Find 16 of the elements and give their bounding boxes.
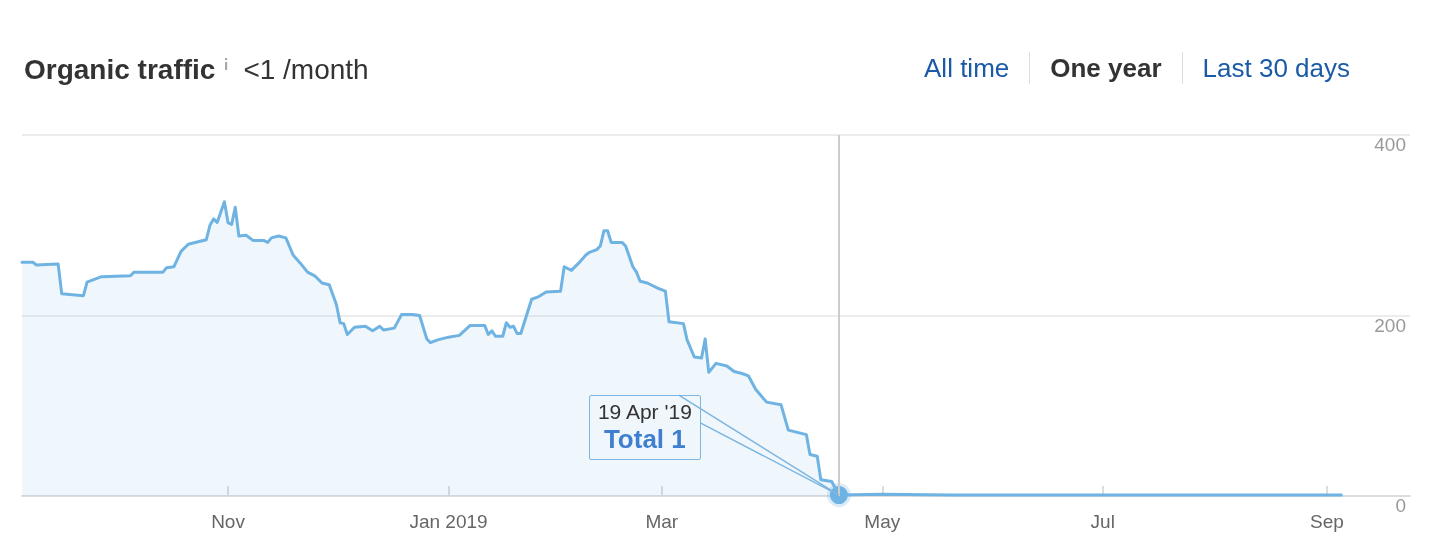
- text: All time: [923, 52, 1011, 84]
- x-tick-label: Mar: [645, 511, 679, 532]
- chart-subtitle: <1 /month: [243, 54, 369, 86]
- x-tick-label: Sep: [1309, 511, 1344, 532]
- x-tick-label: May: [864, 511, 901, 532]
- x-tick-label: Jul: [1090, 511, 1115, 532]
- annotation: Total 1: [602, 424, 687, 456]
- y-tick-label: 400: [1374, 134, 1406, 155]
- annotation: 19 Apr '19: [597, 400, 692, 425]
- y-tick-label: 200: [1374, 314, 1406, 336]
- x-tick-label: Jan 2019: [409, 511, 488, 532]
- text: Last 30 days: [1201, 52, 1351, 84]
- text: One year: [1049, 52, 1163, 84]
- chart-title: Organic traffic: [24, 54, 216, 86]
- y-tick-label: 0: [1395, 495, 1406, 516]
- x-tick-label: Nov: [211, 511, 246, 532]
